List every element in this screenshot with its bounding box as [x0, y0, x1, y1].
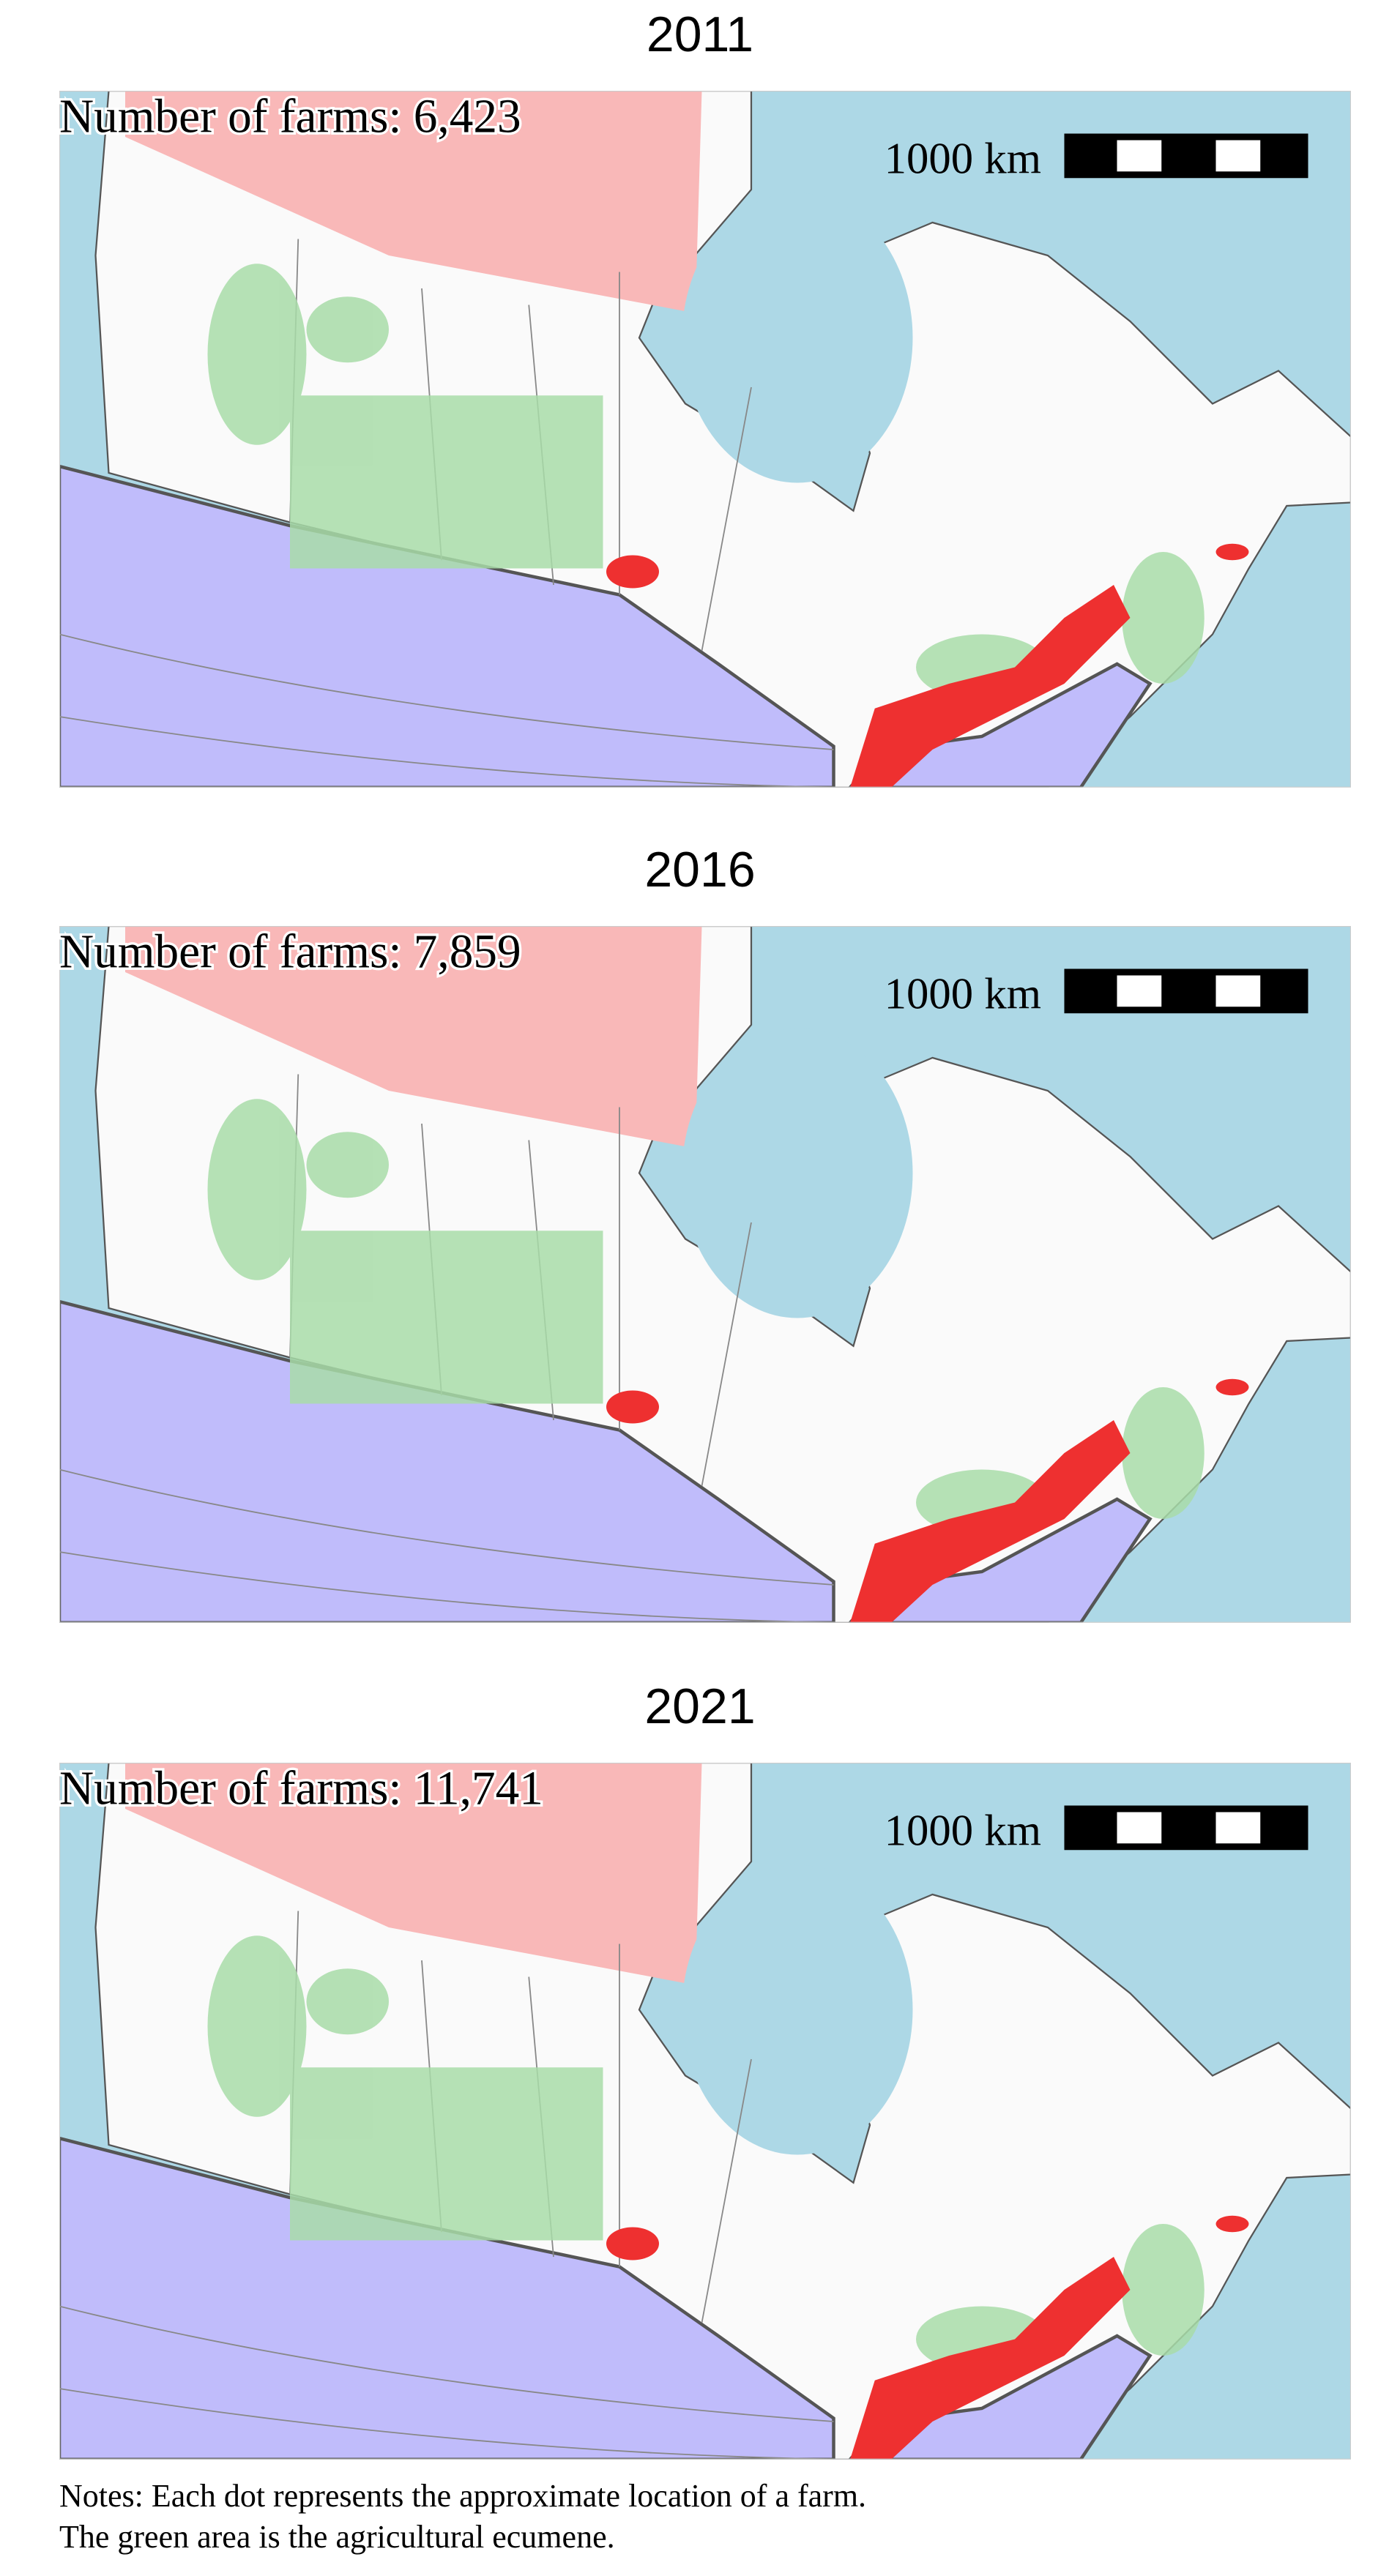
scale-bar-segment — [1215, 1812, 1261, 1844]
panel-title: 2021 — [644, 1679, 755, 1734]
scale-bar-segment — [1215, 975, 1261, 1007]
scale-bar-segment — [1117, 140, 1162, 172]
farms-label: Number of farms: 7,859 — [59, 925, 521, 978]
scale-bar — [1064, 1805, 1308, 1851]
scale-label: 1000 km — [885, 1807, 1041, 1856]
panel-title: 2011 — [647, 7, 753, 62]
panels: 2011 Number of farms: 6,423 1000 km 2016 Num… — [57, 7, 1351, 2460]
scale-bar — [1064, 133, 1308, 179]
note: Notes: Each dot represents the approxima… — [59, 2478, 866, 2514]
map — [59, 1763, 1351, 2460]
map-panel: Number of farms: 11,741 1000 km — [57, 1760, 1351, 2460]
scale-bar — [1064, 968, 1308, 1014]
scale-label: 1000 km — [885, 970, 1041, 1019]
note: The green area is the agricultural ecume… — [59, 2519, 615, 2555]
farms-label: Number of farms: 6,423 — [59, 90, 521, 143]
scale-label: 1000 km — [885, 135, 1041, 184]
farms-label: Number of farms: 11,741 — [59, 1762, 543, 1815]
scale-bar-segment — [1117, 975, 1162, 1007]
scale-bar-segment — [1215, 140, 1261, 172]
map — [59, 926, 1351, 1623]
map — [59, 91, 1351, 788]
map-panel: Number of farms: 6,423 1000 km — [57, 88, 1351, 788]
panel-title: 2016 — [644, 842, 755, 897]
map-panel: Number of farms: 7,859 1000 km — [57, 923, 1351, 1623]
scale-bar-segment — [1117, 1812, 1162, 1844]
